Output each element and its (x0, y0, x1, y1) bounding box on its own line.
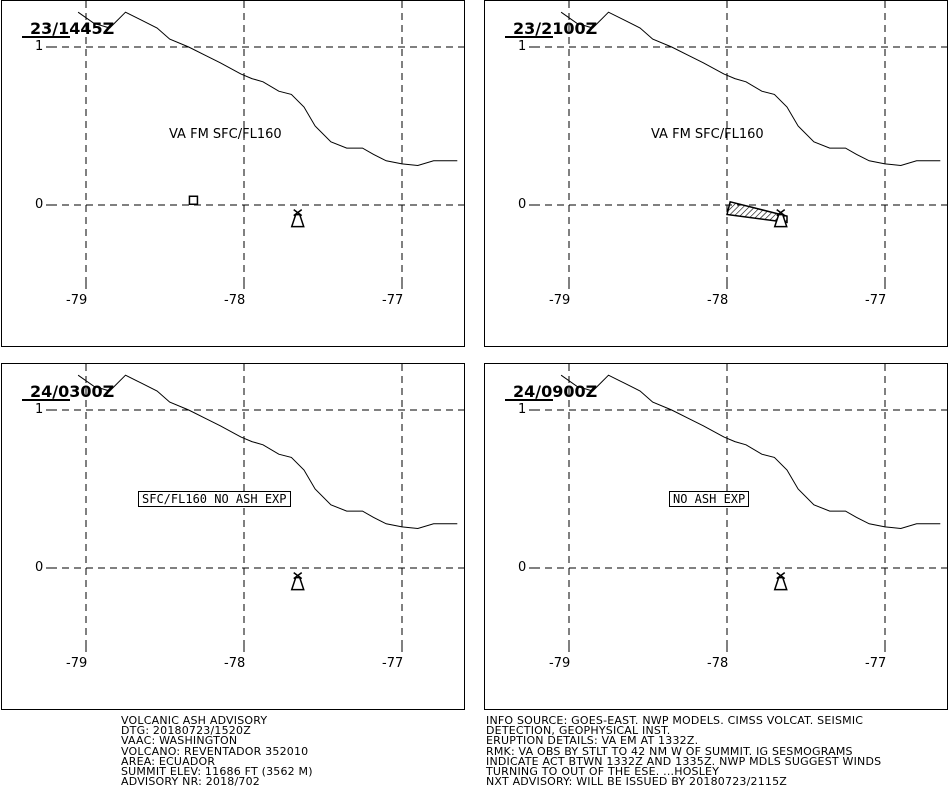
border-line (77, 11, 458, 167)
border-line (77, 374, 458, 530)
y-tick-label: 1 (518, 39, 527, 54)
advisory-line: SUMMIT ELEV: 11686 FT (3562 M) (121, 764, 313, 778)
ash-cloud-polygon (726, 200, 788, 224)
y-tick-label: 1 (35, 402, 44, 417)
y-tick-label: 0 (518, 197, 527, 212)
x-tick-label: -78 (707, 656, 729, 671)
x-tick-label: -79 (66, 656, 88, 671)
y-tick-label: 1 (35, 39, 44, 54)
title-underline (22, 36, 70, 38)
map-canvas (46, 1, 464, 289)
ash-label: VA FM SFC/FL160 (651, 127, 764, 142)
x-tick-label: -77 (382, 656, 404, 671)
advisory-line: VOLCANIC ASH ADVISORY (121, 714, 268, 727)
advisory-line: RMK: VA OBS BY STLT TO 42 NM W OF SUMMIT… (486, 744, 853, 758)
panel-title: 24/0300Z (30, 382, 115, 401)
panel-title: 23/2100Z (513, 19, 598, 38)
volcano-icon (290, 209, 305, 228)
x-tick-label: -79 (66, 293, 88, 308)
advisory-line: DTG: 20180723/1520Z (121, 724, 251, 738)
map-panel-1: 23/1445Z 1 0 -79 -78 -77 VA FM SFC/FL160 (1, 0, 465, 347)
title-underline (505, 399, 553, 401)
title-underline (22, 399, 70, 401)
y-tick-label: 0 (518, 560, 527, 575)
x-tick-label: -77 (382, 293, 404, 308)
advisory-line: ERUPTION DETAILS: VA EM AT 1332Z. (486, 734, 699, 748)
advisory-line: NXT ADVISORY: WILL BE ISSUED BY 20180723… (486, 775, 788, 789)
ash-forecast-box: SFC/FL160 NO ASH EXP (138, 491, 291, 507)
map-panel-2: 23/2100Z 1 0 -79 -78 -77 VA FM SFC/FL160 (484, 0, 948, 347)
y-tick-label: 1 (518, 402, 527, 417)
ash-observation-marker (188, 195, 199, 206)
x-tick-label: -78 (224, 656, 246, 671)
panel-title: 24/0900Z (513, 382, 598, 401)
advisory-line: INFO SOURCE: GOES-EAST. NWP MODELS. CIMS… (486, 714, 864, 727)
title-underline (505, 36, 553, 38)
ash-label: VA FM SFC/FL160 (169, 127, 282, 142)
map-canvas (46, 364, 464, 652)
y-tick-label: 0 (35, 560, 44, 575)
advisory-line: TURNING TO OUT OF THE ESE. ...HOSLEY (486, 764, 720, 778)
x-tick-label: -78 (224, 293, 246, 308)
map-panel-3: 24/0300Z 1 0 -79 -78 -77 SFC/FL160 NO AS… (1, 363, 465, 710)
border-line (560, 374, 941, 530)
ash-forecast-box: NO ASH EXP (669, 491, 750, 507)
advisory-line: AREA: ECUADOR (121, 754, 216, 768)
volcano-icon (773, 572, 788, 591)
y-tick-label: 0 (35, 197, 44, 212)
map-panel-4: 24/0900Z 1 0 -79 -78 -77 NO ASH EXP (484, 363, 948, 710)
x-tick-label: -77 (865, 293, 887, 308)
advisory-header: VOLCANIC ASH ADVISORY DTG: 20180723/1520… (121, 714, 313, 789)
volcano-icon (290, 572, 305, 591)
border-line (560, 11, 941, 167)
advisory-line: VAAC: WASHINGTON (121, 734, 238, 748)
advisory-details: INFO SOURCE: GOES-EAST. NWP MODELS. CIMS… (486, 714, 882, 789)
advisory-line: INDICATE ACT BTWN 1332Z AND 1335Z. NWP M… (486, 754, 882, 768)
panel-title: 23/1445Z (30, 19, 115, 38)
advisory-line: DETECTION, GEOPHYSICAL INST. (486, 724, 671, 738)
x-tick-label: -78 (707, 293, 729, 308)
x-tick-label: -79 (549, 293, 571, 308)
map-canvas (529, 364, 947, 652)
advisory-line: VOLCANO: REVENTADOR 352010 (121, 744, 309, 758)
map-canvas (529, 1, 947, 289)
x-tick-label: -77 (865, 656, 887, 671)
x-tick-label: -79 (549, 656, 571, 671)
volcano-icon (773, 209, 788, 228)
advisory-line: ADVISORY NR: 2018/702 (121, 775, 260, 789)
